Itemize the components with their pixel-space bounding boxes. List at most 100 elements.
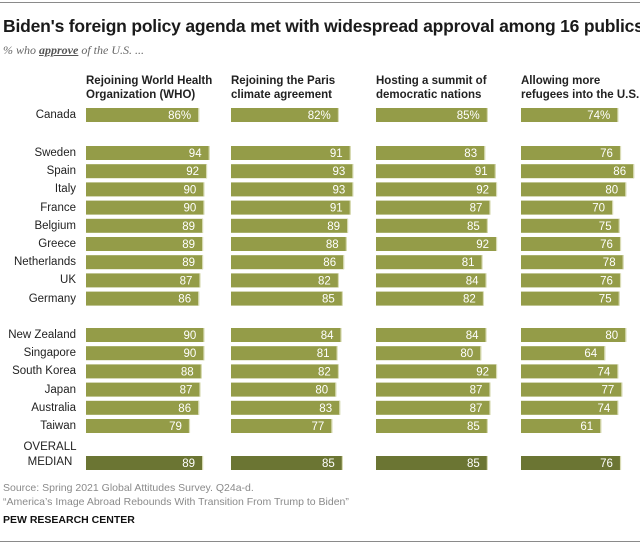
bar (521, 419, 602, 433)
bar (376, 237, 497, 251)
bar (521, 108, 619, 122)
country-label: Singapore (23, 347, 76, 360)
bar (86, 218, 203, 233)
country-label: Sweden (34, 147, 76, 159)
bar-value-label: 76 (600, 148, 613, 160)
bar (86, 255, 203, 270)
bar-value-label: 86 (323, 257, 336, 269)
bar (86, 400, 200, 415)
bar-edge-highlight (612, 200, 614, 215)
bar-edge-highlight (198, 108, 200, 122)
bar-value-label: 92 (476, 184, 489, 196)
bar-value-label: 93 (333, 166, 346, 178)
bar-edge-highlight (340, 328, 342, 342)
bar-value-label: 90 (184, 203, 197, 215)
bar (231, 182, 354, 197)
bar-edge-highlight (494, 164, 496, 179)
bar (376, 164, 496, 179)
bar-edge-highlight (621, 382, 623, 397)
country-label: New Zealand (8, 329, 76, 341)
bar (521, 273, 621, 288)
bar (376, 182, 497, 197)
bar (521, 146, 621, 160)
country-label: Japan (44, 383, 76, 396)
bar-edge-highlight (335, 382, 337, 397)
column-header-line: Rejoining the Paris (231, 75, 336, 87)
bar-value-label: 90 (184, 348, 197, 360)
column-header-who: Rejoining World Health Organization (WHO… (86, 74, 226, 102)
bar-value-label: 85 (322, 294, 335, 306)
country-label: Spain (46, 165, 76, 178)
bar-edge-highlight (484, 146, 486, 160)
bar-value-label: 84 (466, 275, 479, 287)
bar (231, 419, 333, 433)
bar-value-label: 83 (464, 148, 477, 160)
bar-edge-highlight (341, 456, 343, 470)
bar (376, 419, 488, 433)
bar (86, 291, 200, 306)
bar-edge-highlight (202, 218, 204, 233)
bar (231, 164, 354, 179)
bar-edge-highlight (343, 255, 345, 270)
bar-value-label: 91 (330, 203, 343, 215)
bar (521, 291, 620, 306)
bar-value-label: 85 (467, 421, 480, 433)
column-header-line: climate agreement (231, 89, 332, 101)
bar-edge-highlight (337, 364, 340, 379)
bar-value-label: 85 (467, 221, 480, 233)
bar-value-label: 89 (182, 458, 195, 470)
bar (231, 291, 343, 306)
bar (86, 346, 205, 361)
bar-edge-highlight (489, 382, 491, 397)
bar-edge-highlight (633, 164, 635, 179)
bar-value-label: 80 (315, 385, 328, 397)
bar-value-label: 74% (587, 110, 610, 122)
bar-value-label: 64 (584, 348, 597, 360)
country-label: Netherlands (13, 256, 76, 269)
bar-edge-highlight (203, 182, 205, 197)
bar-edge-highlight (482, 291, 485, 306)
bar (86, 237, 203, 251)
column-header-summit: Hosting a summit of democratic nations (376, 74, 516, 102)
bar-value-label: 80 (460, 348, 473, 360)
bar (231, 146, 351, 160)
bar-value-label: 70 (592, 203, 605, 215)
bar-edge-highlight (349, 200, 351, 215)
bar-edge-highlight (199, 273, 201, 288)
bar-value-label: 89 (182, 239, 195, 251)
bar-value-label: 88 (181, 366, 194, 378)
bar-value-label: 82 (318, 275, 331, 287)
bar-edge-highlight (617, 108, 619, 122)
bar (231, 237, 347, 251)
bar (376, 218, 488, 233)
bar-edge-highlight (202, 456, 204, 470)
bar-value-label: 61 (580, 421, 593, 433)
bar-edge-highlight (625, 328, 627, 342)
bar (231, 400, 341, 415)
bar-edge-highlight (188, 419, 191, 433)
bar-value-label: 89 (182, 257, 195, 269)
bar-edge-highlight (619, 146, 622, 160)
bar-value-label: 84 (321, 330, 334, 342)
bar-value-label: 75 (599, 294, 612, 306)
median-bar (231, 456, 343, 470)
bar (521, 255, 624, 270)
median-label-line: OVERALL (23, 441, 77, 453)
bar (231, 255, 345, 270)
column-header-line: refugees into the U.S. (521, 89, 640, 101)
bar-edge-highlight (481, 255, 483, 270)
country-label: Taiwan (40, 420, 76, 432)
bar (376, 364, 497, 379)
subtitle-emphasis: approve (39, 43, 79, 57)
median-bar (376, 456, 488, 470)
bar-value-label: 75 (599, 221, 612, 233)
bar (86, 164, 207, 179)
bar-edge-highlight (200, 364, 202, 379)
bar (376, 108, 488, 122)
bar-value-label: 86 (178, 294, 191, 306)
bar-edge-highlight (485, 328, 487, 342)
bar (86, 108, 200, 122)
bar (376, 291, 484, 306)
bar-value-label: 83 (319, 403, 332, 415)
bar-value-label: 87 (470, 385, 483, 397)
